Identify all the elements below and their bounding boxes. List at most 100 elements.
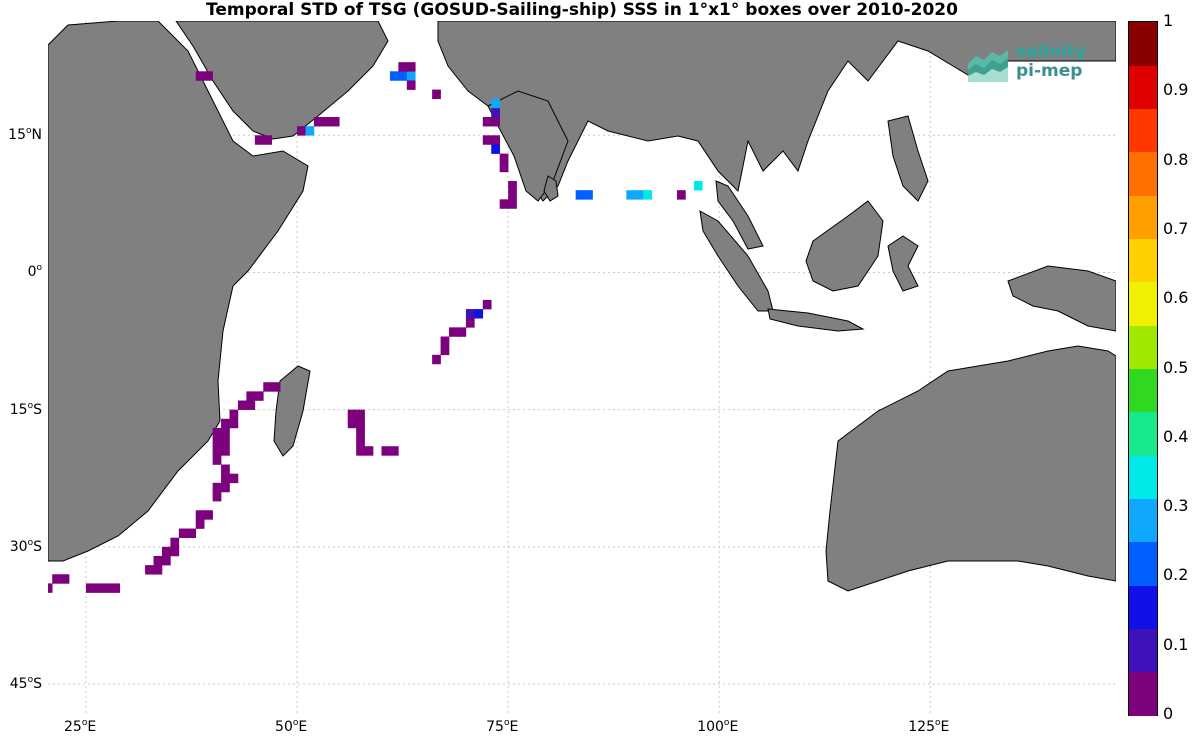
- std-cell: [212, 427, 222, 438]
- land-borneo: [805, 200, 884, 292]
- std-cell: [643, 190, 652, 200]
- std-cell: [491, 98, 500, 109]
- land-sumatra: [699, 210, 774, 312]
- land-malaysia: [715, 180, 764, 250]
- std-cell: [398, 71, 408, 81]
- land-sulawesi: [887, 235, 919, 292]
- std-cell: [449, 327, 458, 337]
- std-cell: [212, 455, 222, 465]
- std-cell: [634, 190, 644, 200]
- lat-label: 0o: [27, 263, 42, 281]
- std-cell: [229, 418, 239, 429]
- std-cell: [263, 382, 273, 392]
- std-cell: [482, 299, 492, 310]
- land-australia: [825, 345, 1116, 592]
- colorbar-tick-label: 0.6: [1163, 288, 1189, 308]
- std-cell: [482, 117, 492, 127]
- colorbar-segment: [1129, 411, 1157, 456]
- std-cell: [356, 418, 365, 429]
- std-cell: [212, 482, 222, 493]
- std-cell: [491, 135, 500, 145]
- map-canvas: [48, 21, 1116, 716]
- std-cell: [204, 510, 213, 520]
- std-cell: [212, 491, 222, 502]
- std-cell: [305, 126, 315, 136]
- std-cell: [381, 446, 391, 456]
- std-cell: [221, 464, 230, 474]
- std-cell: [102, 583, 112, 593]
- land-philippines: [887, 115, 929, 202]
- std-cell: [440, 345, 450, 356]
- colorbar-segment: [1129, 585, 1157, 629]
- std-cell: [356, 427, 365, 438]
- std-cell: [60, 574, 70, 584]
- lon-label: 50oE: [275, 718, 308, 735]
- colorbar-tick-label: 0: [1163, 704, 1174, 723]
- std-cell: [111, 583, 121, 593]
- std-cell: [499, 162, 509, 173]
- std-cell: [153, 565, 163, 575]
- std-cell: [330, 117, 340, 127]
- std-cell: [491, 144, 500, 154]
- colorbar-segment: [1129, 238, 1157, 283]
- lon-label: 75oE: [486, 718, 519, 735]
- std-cell: [221, 437, 230, 447]
- std-cell: [204, 71, 213, 81]
- colorbar-segment: [1129, 498, 1157, 543]
- std-cell: [246, 400, 256, 410]
- std-cell: [48, 583, 53, 593]
- lat-label: 15oN: [8, 126, 42, 144]
- std-cell: [508, 199, 517, 209]
- std-cell: [347, 418, 357, 429]
- lat-label: 15oS: [9, 400, 42, 418]
- std-cell: [297, 126, 306, 136]
- land-masses: [48, 21, 1116, 592]
- colorbar-segment: [1129, 325, 1157, 369]
- lat-label: 45oS: [9, 674, 42, 692]
- colorbar-tick-label: 0.8: [1163, 149, 1189, 169]
- colorbar-tick-label: 0.7: [1163, 218, 1189, 238]
- colorbar-segment: [1129, 108, 1157, 153]
- std-cell: [246, 391, 256, 401]
- std-cell: [229, 473, 239, 484]
- std-cell: [356, 437, 365, 447]
- colorbar-segment: [1129, 628, 1157, 673]
- std-cell: [170, 537, 180, 548]
- colorbar-tick-label: 0.5: [1163, 357, 1189, 377]
- lon-label: 125oE: [908, 718, 950, 735]
- map-title: Temporal STD of TSG (GOSUD-Sailing-ship)…: [206, 0, 958, 20]
- std-cell: [389, 446, 399, 456]
- lat-label: 30oS: [9, 537, 42, 555]
- std-cell: [161, 555, 171, 566]
- colorbar-tick-label: 0.1: [1163, 634, 1189, 654]
- land-java: [767, 308, 865, 332]
- std-cell: [406, 62, 416, 72]
- std-cell: [584, 190, 593, 200]
- lon-label: 100oE: [697, 718, 739, 735]
- std-cell: [440, 336, 450, 346]
- std-cell: [676, 190, 686, 200]
- land-madagascar: [273, 365, 311, 457]
- std-cell: [398, 62, 408, 72]
- std-cell: [499, 199, 509, 209]
- colorbar-tick-label: 0.2: [1163, 565, 1189, 585]
- std-cell: [195, 519, 205, 529]
- lon-label: 25oE: [63, 718, 97, 735]
- std-cell: [170, 546, 180, 557]
- std-cell: [195, 71, 205, 81]
- std-cell: [237, 400, 247, 410]
- std-cell: [221, 418, 230, 429]
- std-cell: [52, 574, 61, 584]
- land-arabia: [175, 21, 389, 140]
- std-cell: [491, 117, 500, 127]
- colorbar-segment: [1129, 22, 1157, 66]
- colorbar-tick-label: 0.3: [1163, 496, 1189, 516]
- std-cell: [221, 473, 230, 484]
- std-cell: [347, 409, 357, 420]
- colorbar: [1128, 21, 1158, 716]
- colorbar-tick-label: 0.4: [1163, 426, 1189, 446]
- colorbar-segment: [1129, 65, 1157, 110]
- std-cell: [406, 80, 416, 90]
- std-cell: [212, 446, 222, 456]
- salinity-std-cells: [48, 62, 703, 593]
